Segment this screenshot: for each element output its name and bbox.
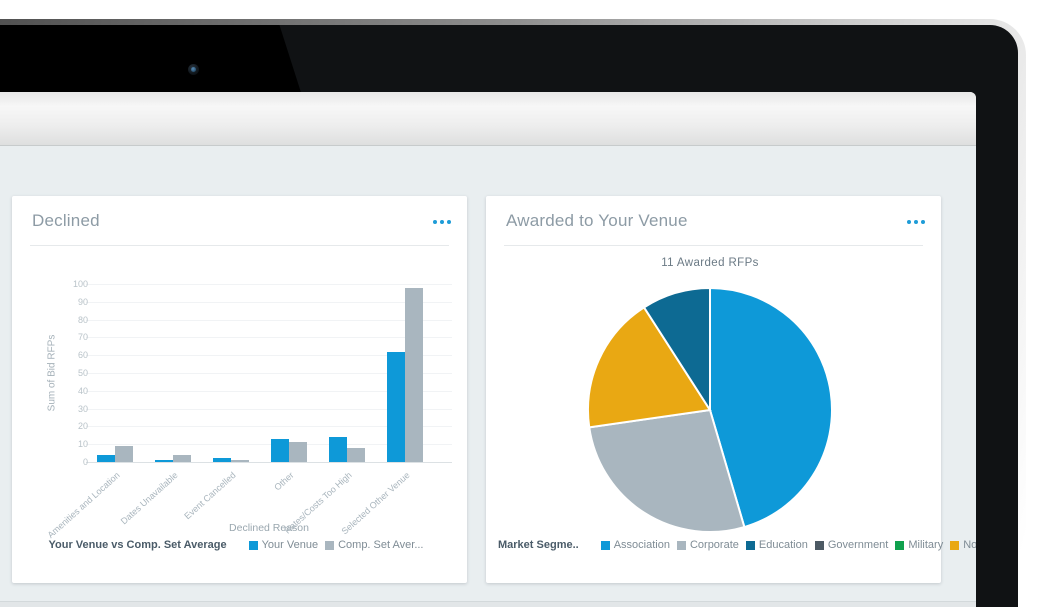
bar-your-venue[interactable] [213, 458, 231, 462]
y-tick-label: 0 [82, 457, 88, 467]
browser-chrome-bar [0, 92, 976, 146]
gridline [86, 319, 452, 321]
legend-item[interactable]: Association [600, 539, 670, 551]
y-tick-label: 60 [77, 350, 88, 361]
legend-item[interactable]: Government [814, 539, 889, 551]
legend-swatch [745, 540, 755, 550]
bar-comp-set-average[interactable] [115, 445, 133, 462]
gridline [86, 444, 452, 446]
bar-comp-set-average[interactable] [231, 460, 249, 462]
y-tick-label: 20 [77, 421, 88, 432]
screen-bottom-strip [0, 601, 976, 607]
legend-title: Your Venue vs Comp. Set Average [48, 539, 227, 551]
legend-item[interactable]: Comp. Set Aver... [325, 539, 424, 551]
legend-label: Education [758, 539, 808, 551]
bar-comp-set-average[interactable] [347, 447, 365, 462]
ellipsis-menu-icon[interactable] [433, 220, 451, 224]
bar-chart: Sum of Bid RFPs Declined Reason 0 10 20 30 4… [12, 196, 467, 583]
bar-your-venue[interactable] [155, 460, 173, 462]
gridline [86, 408, 452, 410]
legend-swatch [248, 540, 258, 550]
bar-your-venue[interactable] [97, 454, 115, 462]
x-axis-title: Declined Reason [229, 522, 309, 534]
pie-chart [486, 196, 941, 583]
legend-swatch [600, 540, 610, 550]
screen: Declined Sum of Bid RFPs Declined Reason… [0, 92, 976, 607]
card-title-awarded: Awarded to Your Venue [506, 211, 688, 230]
bezel-gloss [0, 25, 305, 105]
legend-label: Association [613, 539, 670, 551]
gridline [86, 301, 452, 303]
y-tick-label: 100 [72, 279, 88, 289]
legend-swatch [676, 540, 686, 550]
bar-your-venue[interactable] [387, 351, 405, 462]
ellipsis-menu-icon[interactable] [907, 220, 925, 224]
pie-subtitle: 11 Awarded RFPs [661, 257, 759, 269]
bar-comp-set-average[interactable] [405, 287, 423, 462]
legend-label: Government [827, 539, 889, 551]
card-awarded: Awarded to Your Venue 11 Awarded RFPs Ma… [486, 196, 976, 583]
y-tick-label: 50 [77, 368, 88, 378]
card-divider [30, 245, 449, 246]
gridline [86, 390, 452, 392]
card-declined: Declined Sum of Bid RFPs Declined Reason… [12, 196, 467, 583]
bar-comp-set-average[interactable] [173, 454, 191, 462]
legend-title: Market Segme.. [498, 539, 579, 551]
legend-item[interactable]: Education [745, 539, 808, 551]
legend-swatch [895, 540, 905, 550]
y-tick-label: 40 [77, 385, 88, 396]
pie-slice-corporate[interactable] [588, 408, 746, 533]
gridline [86, 373, 452, 374]
pie-slice-non-profit[interactable] [587, 305, 712, 429]
monitor-frame: Declined Sum of Bid RFPs Declined Reason… [0, 19, 1026, 607]
card-title-declined: Declined [32, 211, 100, 230]
gridline [86, 284, 452, 285]
y-tick-label: 90 [77, 296, 88, 307]
y-axis-title: Sum of Bid RFPs [46, 334, 58, 412]
webcam-icon [188, 64, 199, 75]
legend-label: Your Venue [261, 539, 319, 551]
gridline [86, 337, 452, 339]
y-tick-label: 30 [77, 403, 88, 414]
legend-item[interactable]: Corporate [676, 539, 739, 551]
bar-your-venue[interactable] [329, 437, 347, 462]
y-tick-label: 70 [77, 332, 88, 343]
gridline [86, 462, 452, 463]
legend-label: Non-Profit [963, 539, 976, 551]
legend-label: Corporate [689, 539, 739, 551]
gridline [86, 426, 452, 428]
bar-chart-legend: Your Venue vs Comp. Set Average Your Ven… [24, 536, 455, 554]
y-tick-label: 10 [77, 439, 88, 450]
pie-slice-association[interactable] [709, 286, 833, 529]
legend-label: Military [908, 539, 944, 551]
gridline [86, 355, 452, 357]
pie-chart-legend: Market Segme.. Association Corporate Educa… [498, 536, 976, 554]
webcam-lens [191, 67, 196, 72]
legend-item[interactable]: Non-Profit [950, 539, 976, 551]
bar-your-venue[interactable] [271, 438, 289, 462]
legend-label: Comp. Set Aver... [338, 539, 424, 551]
bar-comp-set-average[interactable] [289, 442, 307, 462]
legend-item[interactable]: Your Venue [248, 539, 319, 551]
card-divider [504, 245, 923, 246]
legend-swatch [325, 540, 335, 550]
legend-swatch [950, 540, 960, 550]
y-tick-label: 80 [77, 314, 88, 325]
legend-item[interactable]: Military [895, 539, 943, 551]
pie-slice-education[interactable] [642, 286, 711, 414]
legend-swatch [814, 540, 824, 550]
